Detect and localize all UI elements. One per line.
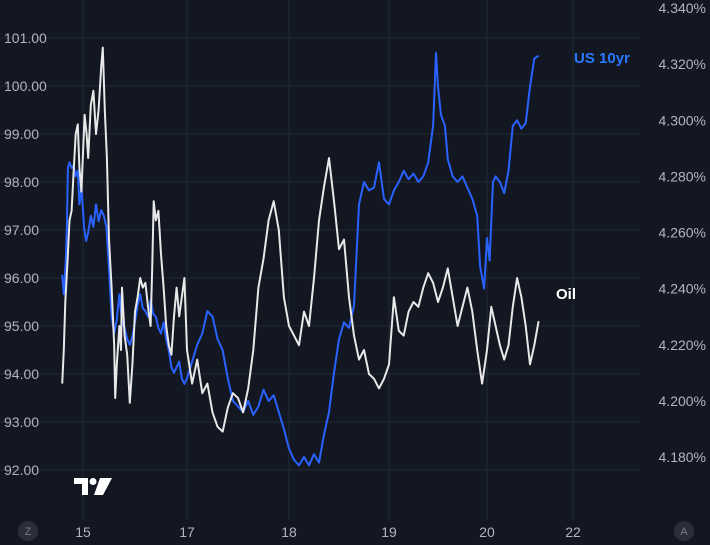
us10yr-label: US 10yr	[574, 50, 630, 67]
x-tick-label: 19	[381, 524, 397, 540]
right-tick-label: 4.220%	[659, 337, 706, 353]
left-tick-label: 93.00	[4, 414, 39, 430]
left-tick-label: 97.00	[4, 222, 39, 238]
oil-label: Oil	[556, 286, 576, 303]
left-axis: 101.00 100.00 99.00 98.00 97.00 96.00 95.00 94.…	[4, 30, 47, 478]
right-tick-label: 4.180%	[659, 449, 706, 465]
left-tick-label: 94.00	[4, 366, 39, 382]
left-circle-label: Z	[25, 526, 32, 538]
right-tick-label: 4.280%	[659, 168, 706, 184]
left-circle-button[interactable]: Z	[18, 521, 38, 541]
right-tick-label: 4.260%	[659, 225, 706, 241]
right-axis: 4.340% 4.320% 4.300% 4.280% 4.260% 4.240% 4.22…	[659, 0, 706, 465]
left-tick-label: 101.00	[4, 30, 47, 46]
x-tick-label: 18	[281, 524, 297, 540]
left-tick-label: 99.00	[4, 126, 39, 142]
series-layer	[61, 46, 540, 467]
left-tick-label: 98.00	[4, 174, 39, 190]
x-tick-label: 22	[565, 524, 581, 540]
right-circle-label: A	[680, 526, 688, 538]
us10yr-series-line	[61, 51, 540, 467]
right-tick-label: 4.300%	[659, 112, 706, 128]
right-tick-label: 4.240%	[659, 281, 706, 297]
right-tick-label: 4.320%	[659, 56, 706, 72]
left-tick-label: 92.00	[4, 462, 39, 478]
x-tick-label: 15	[75, 524, 91, 540]
x-tick-label: 20	[479, 524, 495, 540]
right-tick-label: 4.200%	[659, 393, 706, 409]
right-tick-label: 4.340%	[659, 0, 706, 16]
left-tick-label: 100.00	[4, 78, 47, 94]
x-axis: 15 17 18 19 20 22	[75, 524, 581, 540]
x-tick-label: 17	[179, 524, 195, 540]
grid-horizontal	[0, 37, 640, 471]
oil-series-line	[61, 46, 540, 433]
tradingview-logo-icon	[74, 478, 112, 495]
right-circle-button[interactable]: A	[674, 521, 694, 541]
left-tick-label: 96.00	[4, 270, 39, 286]
left-tick-label: 95.00	[4, 318, 39, 334]
grid-vertical	[82, 0, 574, 520]
